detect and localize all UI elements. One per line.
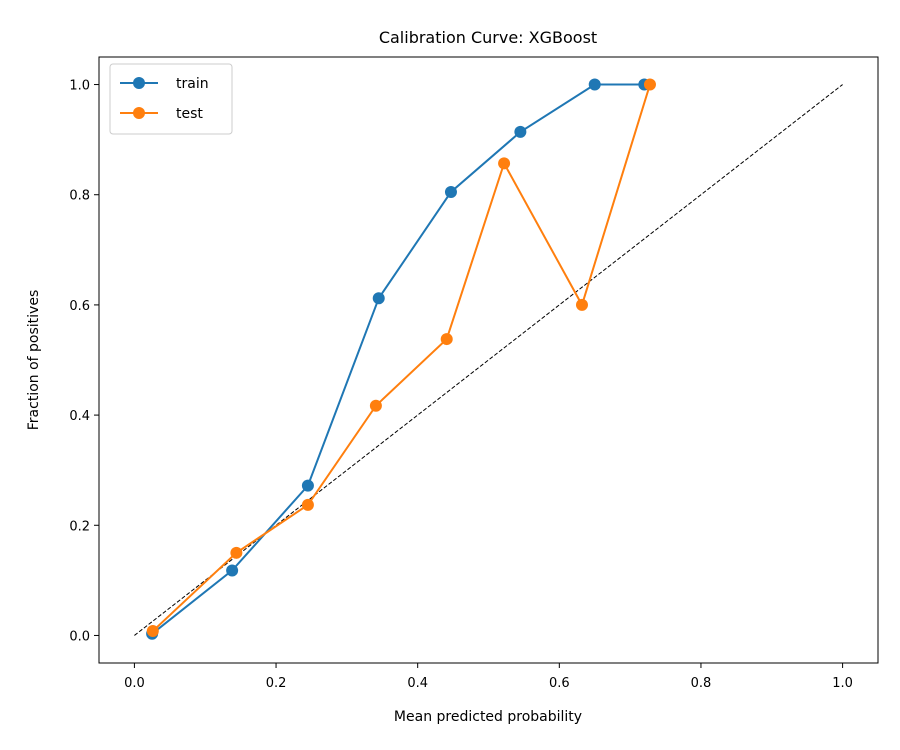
- data-point-test: [230, 546, 243, 559]
- y-tick-label: 0.4: [69, 409, 90, 424]
- x-axis-label: Mean predicted probability: [394, 709, 582, 725]
- legend-marker-test: [133, 107, 145, 119]
- x-tick-label: 0.2: [266, 676, 287, 691]
- legend-box: [109, 63, 233, 135]
- series-line-train: [151, 83, 645, 635]
- chart-title: Calibration Curve: XGBoost: [379, 28, 597, 47]
- data-point-test: [301, 498, 314, 511]
- data-point-test: [146, 625, 159, 638]
- data-point-test: [369, 399, 382, 412]
- data-point-test: [643, 78, 656, 91]
- plot-frame: [98, 56, 879, 664]
- y-tick-label: 0.0: [69, 629, 90, 644]
- x-tick-label: 0.0: [124, 676, 145, 691]
- perfect-calibration-line: [134, 84, 843, 636]
- x-tick-label: 0.4: [407, 676, 428, 691]
- x-tick-label: 0.6: [549, 676, 570, 691]
- data-point-test: [575, 298, 588, 311]
- y-tick-label: 0.6: [69, 299, 90, 314]
- data-point-train: [372, 292, 385, 305]
- legend: train test: [109, 63, 233, 135]
- series-line-test: [152, 84, 651, 632]
- y-tick-label: 1.0: [69, 79, 90, 94]
- data-point-train: [588, 78, 601, 91]
- data-point-train: [444, 185, 457, 198]
- y-tick-label: 0.8: [69, 189, 90, 204]
- legend-label-test: test: [176, 106, 203, 122]
- y-tick-label: 0.2: [69, 519, 90, 534]
- data-point-train: [226, 564, 239, 577]
- x-tick-label: 0.8: [691, 676, 712, 691]
- legend-marker-train: [133, 77, 145, 89]
- plot-area: 0.0 0.2 0.4 0.6 0.8 1.0 0.0 0.2 0.4 0.6 0.8 1.0: [69, 56, 879, 691]
- data-point-test: [440, 333, 453, 346]
- y-axis-label: Fraction of positives: [26, 290, 42, 431]
- data-point-train: [301, 479, 314, 492]
- x-tick-label: 1.0: [832, 676, 853, 691]
- data-point-train: [514, 125, 527, 138]
- data-point-test: [498, 157, 511, 170]
- legend-label-train: train: [176, 76, 209, 92]
